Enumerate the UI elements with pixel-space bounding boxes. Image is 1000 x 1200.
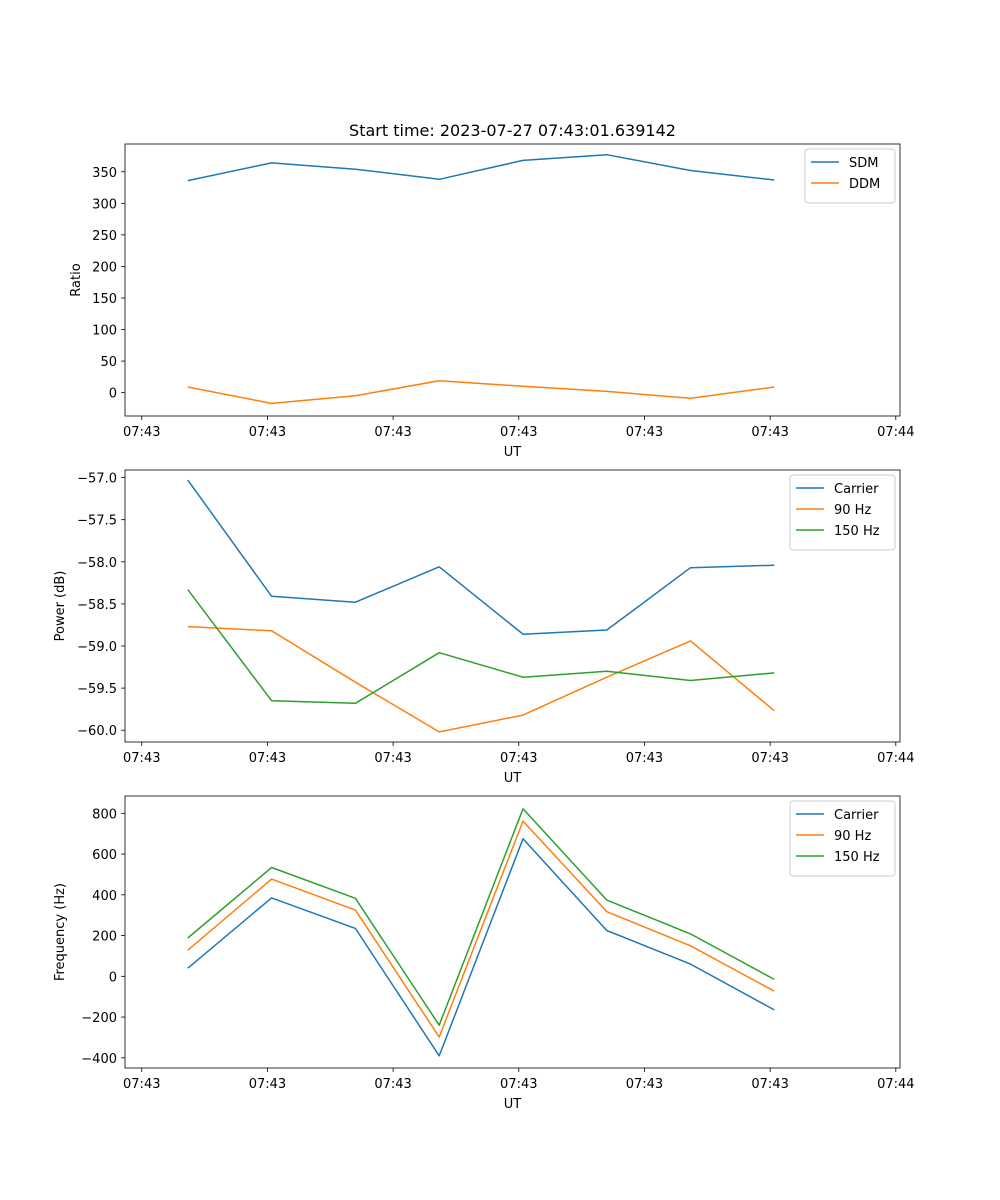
legend: Carrier 90 Hz 150 Hz (789, 474, 896, 551)
y-tick-label: 400 (92, 889, 117, 904)
y-axis-label: Frequency (Hz) (53, 883, 68, 981)
x-tick-label: 07:43 (249, 751, 286, 766)
figure-title: Start time: 2023-07-27 07:43:01.639142 (349, 121, 676, 140)
legend-label: 150 Hz (834, 524, 880, 539)
y-tick-label: 0 (109, 387, 117, 402)
x-tick-label: 07:43 (626, 1077, 663, 1092)
y-tick-label: 350 (92, 166, 117, 181)
series-line-sdm (187, 153, 775, 182)
x-tick-label: 07:43 (123, 1077, 160, 1092)
y-tick-label: −59.0 (77, 640, 117, 655)
legend-label: SDM (849, 156, 878, 171)
subplots: 07:43 07:43 07:43 07:43 07:43 07:43 07:44 UT 0 50… (53, 143, 915, 1112)
y-axis-label: Ratio (69, 263, 84, 296)
y-tick-label: 300 (92, 197, 117, 212)
x-tick-label: 07:43 (626, 425, 663, 440)
legend-box (789, 474, 896, 551)
series-line-150-hz (187, 808, 775, 1026)
legend-label: Carrier (834, 808, 879, 823)
series-line-90-hz (187, 820, 775, 1038)
x-axis-label: UT (504, 771, 522, 786)
y-tick-label: 200 (92, 930, 117, 945)
y-tick-label: −57.0 (77, 472, 117, 487)
y-tick-label: 150 (92, 292, 117, 307)
x-tick-label: 07:43 (374, 425, 411, 440)
subplot-1: 07:43 07:43 07:43 07:43 07:43 07:43 07:44 UT 0 50… (69, 143, 915, 460)
x-tick-label: 07:43 (374, 751, 411, 766)
y-tick-label: 200 (92, 260, 117, 275)
x-tick-label: 07:43 (626, 751, 663, 766)
x-tick-label: 07:43 (249, 425, 286, 440)
y-tick-label: −58.0 (77, 556, 117, 571)
y-tick-label: 100 (92, 324, 117, 339)
legend-box (789, 800, 896, 877)
y-axis-label: Power (dB) (53, 571, 68, 642)
series-line-150-hz (187, 589, 775, 705)
legend-label: 150 Hz (834, 850, 880, 865)
y-tick-label: 600 (92, 848, 117, 863)
series-line-ddm (187, 379, 775, 405)
x-tick-label: 07:43 (123, 751, 160, 766)
legend: SDM DDM (804, 148, 896, 204)
legend-label: 90 Hz (834, 503, 871, 518)
x-tick-label: 07:44 (877, 1077, 914, 1092)
series-line-carrier (187, 479, 775, 635)
legend-label: Carrier (834, 482, 879, 497)
y-tick-label: 800 (92, 807, 117, 822)
x-tick-label: 07:43 (500, 751, 537, 766)
series-line-carrier (187, 838, 775, 1057)
y-tick-label: −58.5 (77, 598, 117, 613)
y-tick-label: 0 (109, 970, 117, 985)
axes-frame (124, 469, 901, 743)
legend-label: 90 Hz (834, 829, 871, 844)
legend-label: DDM (849, 177, 880, 192)
y-tick-label: 250 (92, 229, 117, 244)
axes-frame (124, 143, 901, 417)
subplot-3: 07:43 07:43 07:43 07:43 07:43 07:43 07:44 UT −40… (53, 795, 915, 1112)
x-axis-label: UT (504, 1097, 522, 1112)
x-tick-label: 07:43 (751, 1077, 788, 1092)
y-tick-label: −57.5 (77, 514, 117, 529)
x-tick-label: 07:43 (751, 425, 788, 440)
y-tick-label: −60.0 (77, 724, 117, 739)
x-tick-label: 07:43 (751, 751, 788, 766)
y-tick-label: −400 (81, 1052, 117, 1067)
x-tick-label: 07:43 (500, 425, 537, 440)
x-axis-label: UT (504, 445, 522, 460)
y-tick-label: 50 (100, 355, 117, 370)
x-tick-label: 07:43 (123, 425, 160, 440)
axes-frame (124, 795, 901, 1069)
x-tick-label: 07:44 (877, 425, 914, 440)
legend: Carrier 90 Hz 150 Hz (789, 800, 896, 877)
x-tick-label: 07:43 (500, 1077, 537, 1092)
x-tick-label: 07:43 (249, 1077, 286, 1092)
x-tick-label: 07:44 (877, 751, 914, 766)
y-tick-label: −200 (81, 1011, 117, 1026)
y-tick-label: −59.5 (77, 682, 117, 697)
x-tick-label: 07:43 (374, 1077, 411, 1092)
subplot-2: 07:43 07:43 07:43 07:43 07:43 07:43 07:44 UT −57… (53, 469, 915, 786)
series-line-90-hz (187, 625, 775, 733)
